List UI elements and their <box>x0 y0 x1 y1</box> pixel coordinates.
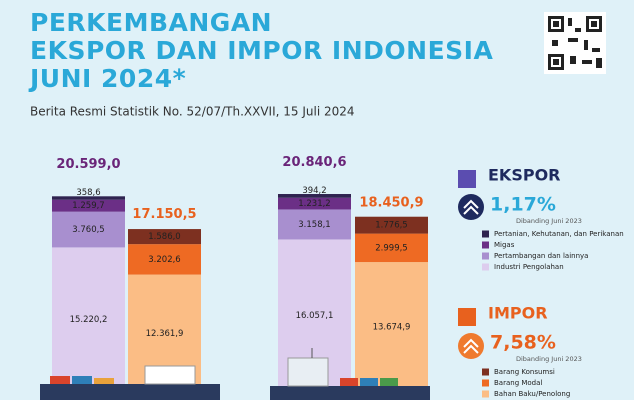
panel-label: EKSPOR <box>488 166 561 185</box>
data-label: 13.674,9 <box>373 323 411 333</box>
subtitle: Berita Resmi Statistik No. 52/07/Th.XXVI… <box>30 105 355 119</box>
bar-segment <box>355 216 428 234</box>
total-label: 17.150,5 <box>132 207 196 222</box>
total-label: 18.450,9 <box>359 196 423 211</box>
bar-segment <box>355 233 428 263</box>
legend-label: Pertanian, Kehutanan, dan Perikanan <box>494 230 624 238</box>
legend-swatch <box>482 379 489 387</box>
legend-label: Industri Pengolahan <box>494 263 564 271</box>
bar-segment <box>278 194 351 198</box>
legend-swatch <box>482 252 489 260</box>
data-label: 1.586,0 <box>148 232 180 242</box>
ship-illustration <box>40 348 430 400</box>
legend-label: Pertambangan dan lainnya <box>494 252 588 260</box>
bar-segment <box>52 247 125 392</box>
title-line: PERKEMBANGAN <box>30 8 272 37</box>
panel-change: 7,58% <box>490 332 556 354</box>
data-label: 1.776,5 <box>375 221 407 231</box>
panel-change: 1,17% <box>490 194 556 216</box>
export-panel <box>458 170 484 220</box>
legend-label: Migas <box>494 241 515 249</box>
bar-segment <box>52 211 125 248</box>
data-label: 3.202,6 <box>148 255 180 265</box>
data-label: 2.999,5 <box>375 243 407 253</box>
import-panel <box>458 308 484 359</box>
panel-note: Dibanding Juni 2023 <box>516 217 582 225</box>
data-label: 358,6 <box>76 188 100 198</box>
legend-swatch <box>482 241 489 249</box>
legend-label: Bahan Baku/Penolong <box>494 390 570 398</box>
qr-code <box>544 12 606 74</box>
data-label: 3.158,1 <box>298 220 330 230</box>
legend-label: Barang Konsumsi <box>494 368 555 376</box>
legend-label: Barang Modal <box>494 379 542 387</box>
data-label: 1.231,2 <box>298 199 330 209</box>
bar-segment <box>278 197 351 210</box>
panel-label: IMPOR <box>488 304 548 323</box>
data-label: 1.259,7 <box>72 201 104 211</box>
bar-segment <box>278 209 351 240</box>
legend-swatch <box>482 230 489 238</box>
bar-segment <box>128 229 201 245</box>
data-label: 3.760,5 <box>72 225 104 235</box>
bar-segment <box>52 199 125 212</box>
panel-note: Dibanding Juni 2023 <box>516 355 582 363</box>
data-label: 15.220,2 <box>70 315 108 325</box>
bar-segment <box>128 244 201 275</box>
legend-swatch <box>482 263 489 271</box>
title-line: EKSPOR DAN IMPOR INDONESIA <box>30 36 493 65</box>
legend-swatch <box>482 390 489 398</box>
bar-segment <box>355 262 428 392</box>
data-label: 12.361,9 <box>146 329 184 339</box>
bar-segment <box>52 196 125 200</box>
total-label: 20.599,0 <box>56 157 120 172</box>
total-label: 20.840,6 <box>282 155 346 170</box>
title-line: JUNI 2024* <box>28 64 186 93</box>
data-label: 394,2 <box>302 186 326 196</box>
legend-swatch <box>482 368 489 376</box>
data-label: 16.057,1 <box>296 311 334 321</box>
